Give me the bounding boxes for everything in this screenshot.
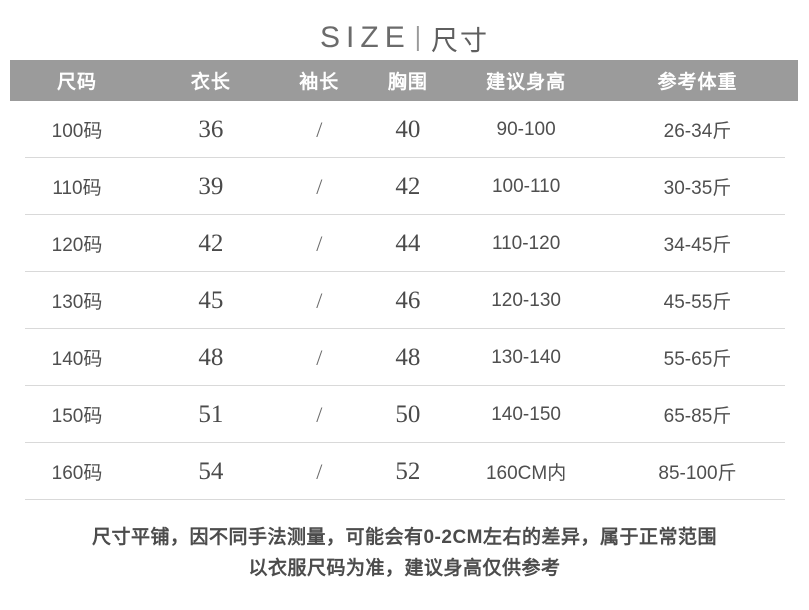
cell-height: 140-150 <box>491 403 561 425</box>
cell-chest: 52 <box>395 457 421 485</box>
cell-length: 45 <box>198 286 224 314</box>
page-title: SIZE | 尺寸 <box>0 0 809 60</box>
cell-chest: 44 <box>395 229 421 257</box>
table-row: 110码 39 / 42 100-110 30-35斤 <box>10 158 798 215</box>
cell-weight: 85-100斤 <box>658 463 737 484</box>
cell-weight: 34-45斤 <box>663 235 732 256</box>
cell-sleeve: / <box>316 116 323 142</box>
table-row: 140码 48 / 48 130-140 55-65斤 <box>10 329 798 386</box>
cell-length: 42 <box>198 229 224 257</box>
header-cell-length: 衣长 <box>190 72 231 93</box>
header-cell-size: 尺码 <box>56 72 97 93</box>
table-row: 160码 54 / 52 160CM内 85-100斤 <box>10 443 798 500</box>
cell-size: 110码 <box>52 178 102 199</box>
table-header-row: 尺码 衣长 袖长 胸围 建议身高 参考体重 <box>10 60 798 101</box>
cell-sleeve: / <box>316 230 323 256</box>
cell-chest: 46 <box>395 286 421 314</box>
cell-size: 140码 <box>51 349 103 370</box>
cell-length: 48 <box>198 343 224 371</box>
title-separator-icon: | <box>414 22 421 53</box>
table-body: 100码 36 / 40 90-100 26-34斤 110码 39 / 42 100-110 30-… <box>10 101 798 500</box>
cell-length: 39 <box>198 172 224 200</box>
cell-size: 150码 <box>51 406 103 427</box>
cell-chest: 40 <box>395 115 421 143</box>
footer-note-line2: 以衣服尺码为准，建议身高仅供参考 <box>248 558 561 579</box>
cell-sleeve: / <box>316 344 323 370</box>
size-table: 尺码 衣长 袖长 胸围 建议身高 参考体重 100码 36 / 40 90-100 26-34斤 11… <box>10 60 798 500</box>
cell-sleeve: / <box>316 401 323 427</box>
cell-length: 36 <box>198 115 224 143</box>
header-cell-sleeve: 袖长 <box>299 72 340 93</box>
table-row: 130码 45 / 46 120-130 45-55斤 <box>10 272 798 329</box>
cell-sleeve: / <box>316 287 323 313</box>
cell-height: 100-110 <box>491 175 561 197</box>
cell-sleeve: / <box>316 173 323 199</box>
cell-size: 130码 <box>51 292 103 313</box>
title-size-en: SIZE <box>320 21 411 54</box>
footer-note-line1: 尺寸平铺，因不同手法测量，可能会有0-2CM左右的差异，属于正常范围 <box>91 527 717 548</box>
cell-height: 90-100 <box>496 118 556 140</box>
cell-weight: 65-85斤 <box>663 406 732 427</box>
cell-size: 120码 <box>51 235 103 256</box>
table-row: 100码 36 / 40 90-100 26-34斤 <box>10 101 798 158</box>
cell-weight: 30-35斤 <box>663 178 732 199</box>
cell-length: 51 <box>198 400 224 428</box>
cell-height: 110-120 <box>491 232 561 254</box>
header-cell-weight: 参考体重 <box>657 72 738 93</box>
header-cell-chest: 胸围 <box>387 72 428 93</box>
cell-length: 54 <box>198 457 224 485</box>
cell-height: 130-140 <box>491 346 561 368</box>
cell-sleeve: / <box>316 458 323 484</box>
cell-weight: 26-34斤 <box>663 121 732 142</box>
title-size-zh: 尺寸 <box>430 25 489 56</box>
cell-chest: 42 <box>395 172 421 200</box>
table-row: 150码 51 / 50 140-150 65-85斤 <box>10 386 798 443</box>
footer-note: 尺寸平铺，因不同手法测量，可能会有0-2CM左右的差异，属于正常范围 以衣服尺码… <box>0 522 809 584</box>
cell-size: 100码 <box>51 121 103 142</box>
cell-height: 120-130 <box>491 289 561 311</box>
table-row: 120码 42 / 44 110-120 34-45斤 <box>10 215 798 272</box>
cell-height: 160CM内 <box>485 463 567 484</box>
cell-chest: 48 <box>395 343 421 371</box>
cell-weight: 55-65斤 <box>663 349 732 370</box>
cell-weight: 45-55斤 <box>663 292 732 313</box>
cell-chest: 50 <box>395 400 421 428</box>
header-cell-height: 建议身高 <box>486 72 567 93</box>
cell-size: 160码 <box>51 463 103 484</box>
